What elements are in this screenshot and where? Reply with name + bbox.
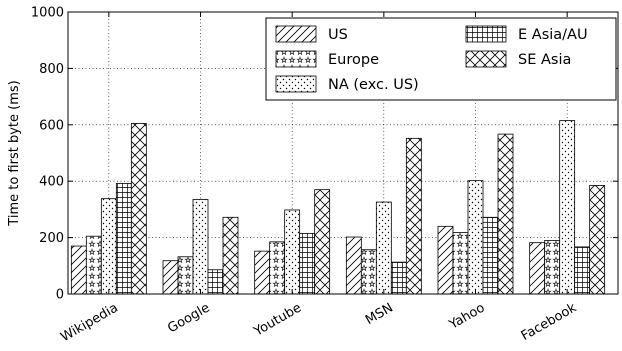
legend-swatch bbox=[275, 75, 317, 93]
bar-2-2 bbox=[284, 209, 301, 295]
bar-5-4 bbox=[589, 185, 606, 295]
bar-3-1 bbox=[360, 249, 377, 295]
y-axis-title: Time to first byte (ms) bbox=[7, 80, 22, 226]
bar-3-3 bbox=[390, 261, 407, 295]
bar-5-0 bbox=[529, 242, 546, 295]
bar-3-0 bbox=[345, 236, 362, 295]
legend-label: SE Asia bbox=[518, 52, 571, 68]
bar-5-3 bbox=[574, 246, 591, 295]
y-tick-label: 800 bbox=[39, 62, 64, 77]
bar-2-0 bbox=[254, 250, 271, 295]
bar-2-4 bbox=[314, 189, 331, 295]
legend-label: E Asia/AU bbox=[518, 27, 588, 43]
bar-3-2 bbox=[375, 201, 392, 295]
bar-3-4 bbox=[405, 137, 422, 295]
y-tick-label: 600 bbox=[39, 118, 64, 133]
x-tick-label: Youtube bbox=[251, 300, 304, 339]
legend-label: Europe bbox=[328, 52, 379, 68]
bar-4-2 bbox=[467, 180, 484, 295]
bar-1-2 bbox=[192, 199, 209, 295]
y-tick-label: 200 bbox=[39, 231, 64, 246]
legend: US Europe NA (exc. US) E Asia/AU SE Asia bbox=[265, 17, 617, 101]
bar-5-2 bbox=[559, 120, 576, 295]
plot-frame bbox=[67, 11, 619, 295]
bar-2-1 bbox=[269, 241, 286, 295]
x-tick-label: MSN bbox=[363, 300, 396, 328]
bar-1-1 bbox=[177, 256, 194, 295]
legend-label: NA (exc. US) bbox=[328, 77, 419, 93]
bars bbox=[70, 120, 606, 295]
bar-4-4 bbox=[497, 133, 514, 295]
x-tick-label: Wikipedia bbox=[58, 300, 120, 345]
bar-0-3 bbox=[115, 183, 132, 295]
y-tick-label: 1000 bbox=[31, 6, 64, 21]
bar-0-2 bbox=[100, 198, 117, 295]
bar-1-0 bbox=[162, 260, 179, 295]
legend-swatch bbox=[465, 25, 507, 43]
y-tick-label: 400 bbox=[39, 175, 64, 190]
bar-0-1 bbox=[85, 235, 102, 295]
bar-2-3 bbox=[299, 232, 316, 295]
y-tick-label: 0 bbox=[56, 288, 64, 303]
x-tick-label: Yahoo bbox=[446, 300, 488, 333]
bar-4-0 bbox=[437, 225, 454, 295]
legend-swatch bbox=[275, 50, 317, 68]
x-tick-label: Google bbox=[165, 300, 212, 336]
bar-4-1 bbox=[452, 232, 469, 295]
bar-1-4 bbox=[222, 216, 239, 295]
bar-0-4 bbox=[130, 122, 147, 295]
bar-5-1 bbox=[544, 240, 561, 295]
legend-swatch bbox=[465, 50, 507, 68]
bar-1-3 bbox=[207, 269, 224, 295]
legend-box bbox=[265, 17, 617, 101]
x-tick-label: Facebook bbox=[519, 300, 580, 344]
bar-0-0 bbox=[70, 245, 87, 295]
bar-4-3 bbox=[482, 216, 499, 295]
legend-label: US bbox=[328, 27, 348, 43]
legend-swatch bbox=[275, 25, 317, 43]
